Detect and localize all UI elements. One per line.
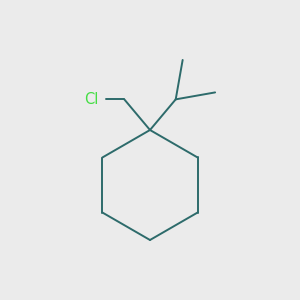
Text: Cl: Cl (84, 92, 98, 107)
